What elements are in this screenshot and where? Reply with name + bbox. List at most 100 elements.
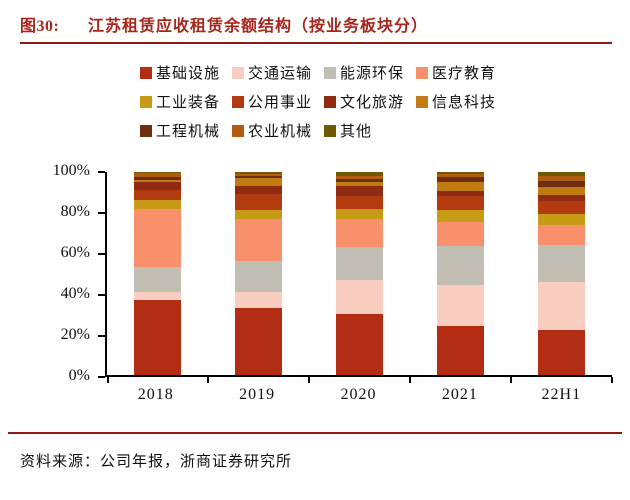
y-axis-tick (98, 294, 105, 296)
bar-segment-文化旅游 (235, 186, 282, 195)
bar-segment-农业机械 (437, 174, 484, 178)
legend-row: 基础设施 交通运输 能源环保 医疗教育 (140, 62, 496, 83)
bar-segment-其他 (134, 172, 181, 174)
bar-segment-工业装备 (437, 209, 484, 222)
x-axis-category-label: 22H1 (541, 386, 582, 403)
bar-segment-医疗教育 (538, 224, 585, 246)
legend-label: 工业装备 (156, 95, 221, 111)
bar-segment-交通运输 (437, 284, 484, 327)
bar-segment-公用事业 (538, 201, 585, 214)
bar-segment-能源环保 (134, 267, 181, 292)
x-axis-labels: 2018 2019 2020 2021 22H1 (105, 386, 612, 404)
legend-item: 信息科技 (416, 91, 496, 112)
bar-segment-信息科技 (538, 187, 585, 196)
y-axis-tick (98, 212, 105, 214)
legend-row: 工业装备 公用事业 文化旅游 信息科技 (140, 91, 496, 112)
legend-swatch-icon (324, 95, 337, 108)
legend-label: 能源环保 (340, 66, 405, 82)
legend-item: 工程机械 (140, 120, 220, 141)
legend-swatch-icon (232, 95, 245, 108)
bar-segment-工程机械 (437, 177, 484, 183)
legend-swatch-icon (140, 66, 152, 79)
y-axis-tick-label: 100% (52, 162, 90, 179)
bar-segment-工业装备 (134, 200, 181, 209)
legend-item: 基础设施 (140, 62, 220, 83)
bar-segment-基础设施 (134, 299, 181, 375)
bar-segment-公用事业 (437, 196, 484, 210)
bar-segment-农业机械 (134, 173, 181, 178)
stacked-bar-22H1 (538, 172, 585, 375)
legend-swatch-icon (324, 124, 337, 137)
bar-slot (107, 172, 208, 375)
bar-segment-工程机械 (336, 179, 383, 183)
bar-segment-公用事业 (336, 196, 383, 209)
legend-label: 公用事业 (248, 95, 313, 111)
bar-segment-工业装备 (538, 213, 585, 225)
x-axis-tick (510, 377, 512, 383)
y-axis-tick-label: 40% (60, 285, 90, 302)
legend-item: 医疗教育 (416, 62, 496, 83)
x-axis-tick (207, 377, 209, 383)
x-axis-tick (611, 377, 613, 383)
legend-label: 农业机械 (248, 124, 313, 140)
x-axis-tick (409, 377, 411, 383)
legend-label: 医疗教育 (432, 66, 497, 82)
figure-title: 江苏租赁应收租赁余额结构（按业务板块分） (88, 18, 429, 35)
stacked-bar-2021 (437, 172, 484, 375)
bar-segment-医疗教育 (134, 208, 181, 268)
legend-item: 交通运输 (232, 62, 312, 83)
bar-segment-医疗教育 (336, 218, 383, 248)
bar-slot (410, 172, 511, 375)
bar-segment-基础设施 (336, 314, 383, 375)
x-axis-tick (308, 377, 310, 383)
bar-segment-工业装备 (336, 208, 383, 219)
legend-label: 文化旅游 (340, 95, 405, 111)
legend-label: 交通运输 (248, 66, 313, 82)
legend-item: 其他 (324, 120, 372, 141)
bars-container (107, 172, 612, 375)
legend-item: 文化旅游 (324, 91, 404, 112)
bar-segment-其他 (235, 172, 282, 175)
bar-segment-交通运输 (134, 291, 181, 300)
stacked-bar-2020 (336, 172, 383, 375)
figure-label: 图30: (20, 18, 60, 35)
legend-swatch-icon (416, 95, 429, 108)
plot-area (98, 171, 613, 383)
bar-segment-信息科技 (437, 182, 484, 192)
bar-segment-能源环保 (336, 247, 383, 280)
y-axis-tick (98, 171, 105, 173)
bar-segment-工程机械 (538, 181, 585, 188)
title-rule (20, 42, 612, 44)
bar-segment-基础设施 (437, 326, 484, 375)
legend-swatch-icon (232, 124, 245, 137)
y-axis-tick-label: 60% (60, 244, 90, 261)
bar-segment-其他 (336, 172, 383, 177)
bar-segment-信息科技 (134, 180, 181, 183)
bar-segment-文化旅游 (437, 191, 484, 197)
legend-swatch-icon (232, 66, 245, 79)
legend-item: 公用事业 (232, 91, 312, 112)
x-axis-category-label: 2021 (441, 386, 478, 403)
legend-label: 信息科技 (432, 95, 497, 111)
bar-segment-农业机械 (538, 176, 585, 182)
stacked-bar-2019 (235, 172, 282, 375)
bar-segment-公用事业 (235, 194, 282, 210)
bar-slot (208, 172, 309, 375)
x-axis-category-label: 2020 (340, 386, 377, 403)
y-axis-tick-label: 0% (68, 367, 90, 384)
bar-slot (511, 172, 612, 375)
bar-segment-基础设施 (235, 308, 282, 375)
bar-segment-工程机械 (134, 177, 181, 181)
y-axis-tick-label: 80% (60, 203, 90, 220)
legend-item: 工业装备 (140, 91, 220, 112)
bar-segment-信息科技 (336, 182, 383, 187)
source-text: 资料来源：公司年报，浙商证券研究所 (20, 454, 293, 470)
bar-segment-能源环保 (437, 246, 484, 285)
bar-segment-能源环保 (235, 261, 282, 292)
bar-segment-公用事业 (134, 190, 181, 201)
bar-segment-工业装备 (235, 209, 282, 219)
bar-segment-能源环保 (538, 245, 585, 282)
stacked-bar-2018 (134, 172, 181, 375)
bar-segment-交通运输 (336, 279, 383, 315)
legend-label: 工程机械 (156, 124, 221, 140)
